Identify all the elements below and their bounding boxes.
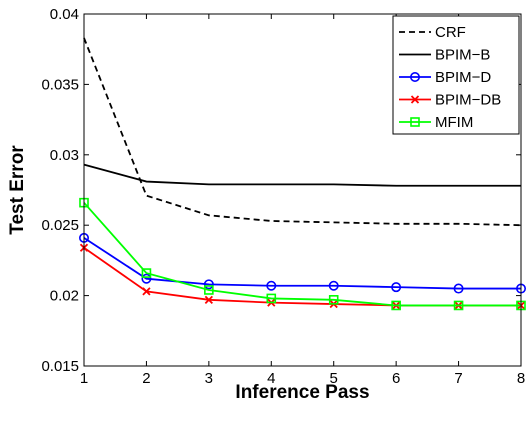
legend: CRF BPIM−B BPIM−D BPIM−DB MFIM bbox=[392, 15, 520, 135]
legend-entry: CRF bbox=[399, 24, 466, 41]
x-axis-title: Inference Pass bbox=[235, 382, 369, 403]
series-2 bbox=[83, 163, 521, 187]
y-tick-label: 0.04 bbox=[50, 6, 79, 23]
series-line bbox=[83, 237, 521, 290]
legend-label: CRF bbox=[435, 24, 466, 41]
x-tick-label: 3 bbox=[205, 370, 213, 387]
tick-layer: 1 2 3 4 5 6 7 8 0.015 0.02 0.025 0.03 0.035 0.04 bbox=[41, 6, 525, 387]
circle-marker bbox=[453, 283, 464, 294]
series-line bbox=[83, 202, 521, 307]
legend-label: MFIM bbox=[435, 114, 473, 131]
square-marker bbox=[141, 268, 152, 278]
series-1 bbox=[83, 37, 522, 227]
circle-marker bbox=[409, 72, 420, 83]
legend-entry: BPIM−D bbox=[399, 69, 491, 86]
y-tick-label: 0.02 bbox=[50, 288, 79, 305]
x-tick-label: 7 bbox=[454, 370, 462, 387]
x-tick-label: 5 bbox=[330, 370, 338, 387]
x-marker bbox=[410, 95, 420, 104]
x-marker bbox=[142, 287, 151, 296]
x-tick-label: 4 bbox=[267, 370, 275, 387]
legend-label: BPIM−DB bbox=[435, 92, 501, 109]
x-tick-label: 8 bbox=[517, 370, 525, 387]
square-marker bbox=[266, 293, 277, 304]
legend-box bbox=[392, 15, 520, 135]
x-marker bbox=[204, 295, 213, 304]
series-line bbox=[83, 163, 521, 187]
series-layer bbox=[79, 37, 526, 311]
legend-label: BPIM−D bbox=[435, 69, 491, 86]
legend-entry: BPIM−DB bbox=[399, 92, 501, 109]
legend-label: BPIM−B bbox=[435, 47, 490, 64]
legend-entry: MFIM bbox=[399, 114, 473, 131]
y-tick-label: 0.03 bbox=[50, 147, 79, 164]
series-line bbox=[83, 37, 522, 227]
y-axis-title: Test Error bbox=[7, 145, 28, 235]
y-tick-label: 0.025 bbox=[41, 217, 79, 234]
circle-marker bbox=[266, 280, 277, 291]
circle-marker bbox=[391, 282, 402, 293]
y-tick-label: 0.035 bbox=[41, 76, 79, 93]
x-tick-label: 6 bbox=[392, 370, 400, 387]
x-tick-label: 2 bbox=[142, 370, 150, 387]
series-3 bbox=[79, 232, 526, 294]
y-tick-label: 0.015 bbox=[41, 358, 79, 375]
x-tick-label: 1 bbox=[80, 370, 88, 387]
square-marker bbox=[453, 300, 464, 311]
series-5 bbox=[79, 197, 526, 311]
square-marker bbox=[391, 300, 401, 311]
square-marker bbox=[410, 117, 420, 127]
square-marker bbox=[328, 295, 339, 305]
circle-marker bbox=[141, 273, 152, 284]
legend-entry: BPIM−B bbox=[399, 47, 490, 64]
plot-frame bbox=[83, 13, 522, 367]
circle-marker bbox=[203, 279, 214, 290]
circle-marker bbox=[328, 280, 339, 291]
square-marker bbox=[204, 285, 214, 295]
